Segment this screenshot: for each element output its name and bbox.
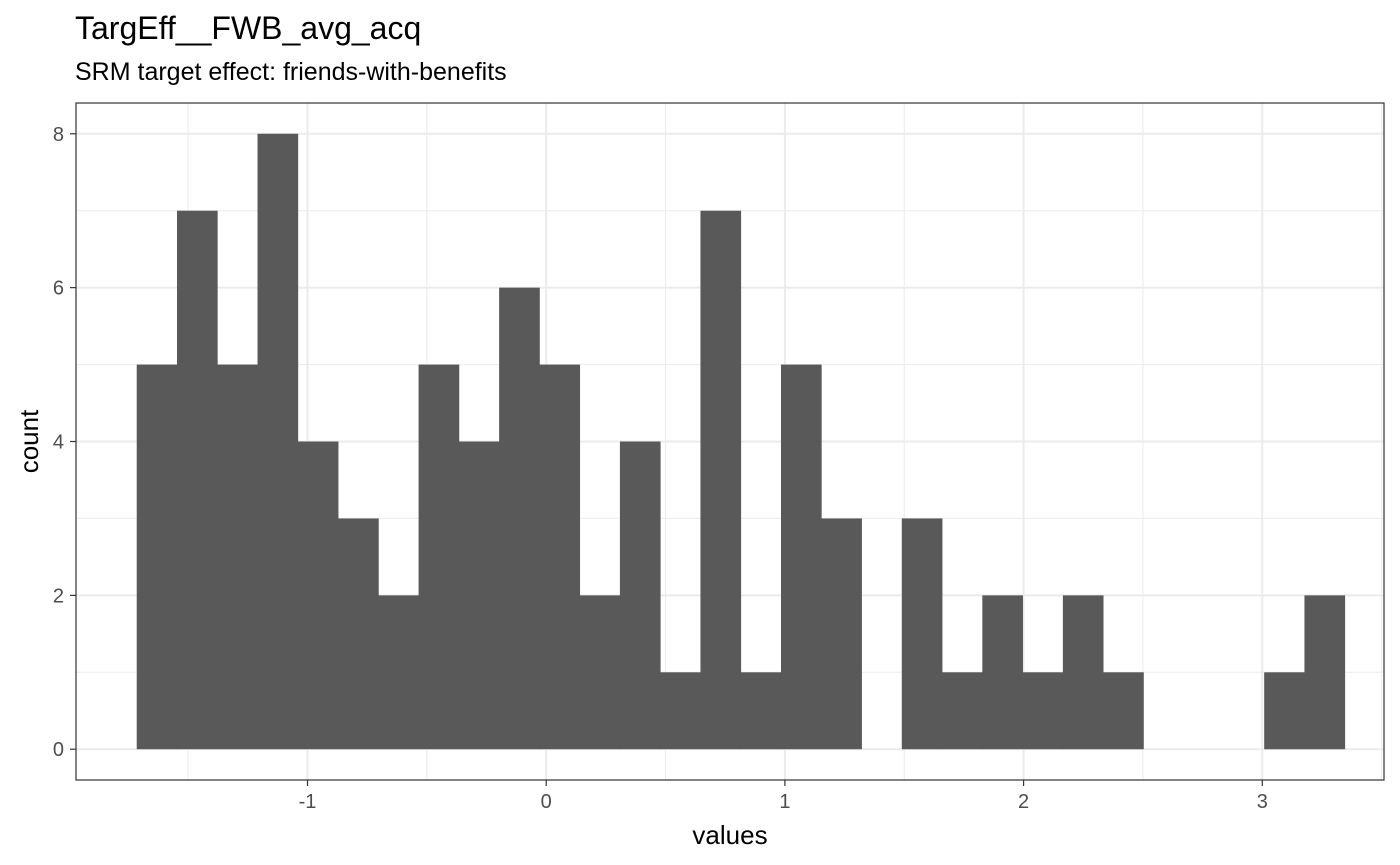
histogram-bar bbox=[539, 364, 581, 750]
x-axis-title: values bbox=[692, 820, 767, 850]
histogram-bar bbox=[217, 364, 258, 750]
x-tick-label: 2 bbox=[1018, 791, 1029, 813]
histogram-bars bbox=[136, 133, 1346, 750]
histogram-bar bbox=[1264, 672, 1305, 750]
histogram-bar bbox=[901, 518, 943, 750]
histogram-bar bbox=[257, 133, 299, 750]
y-tick-label: 0 bbox=[53, 739, 64, 761]
x-tick-label: 0 bbox=[541, 791, 552, 813]
histogram-bar bbox=[982, 595, 1023, 750]
chart-subtitle: SRM target effect: friends-with-benefits bbox=[75, 58, 507, 86]
axis-ticks: -1 0 1 2 3 0 2 4 6 8 bbox=[53, 124, 1268, 813]
histogram-bar bbox=[1022, 672, 1064, 750]
histogram-bar bbox=[338, 518, 379, 750]
histogram-bar bbox=[1304, 595, 1346, 750]
histogram-bar bbox=[740, 672, 782, 750]
histogram-bar bbox=[136, 364, 178, 750]
histogram-bar bbox=[297, 441, 339, 750]
x-tick-label: 1 bbox=[779, 791, 790, 813]
histogram-bar bbox=[619, 441, 661, 750]
histogram-bar bbox=[418, 364, 460, 750]
y-axis-title: count bbox=[14, 409, 44, 473]
histogram-bar bbox=[780, 364, 822, 750]
histogram-bar bbox=[579, 595, 621, 750]
histogram-bar bbox=[499, 287, 540, 750]
histogram-bar bbox=[1103, 672, 1144, 750]
x-tick-label: 3 bbox=[1257, 791, 1268, 813]
histogram-bar bbox=[821, 518, 862, 750]
y-tick-label: 2 bbox=[53, 585, 64, 607]
y-tick-label: 6 bbox=[53, 278, 64, 300]
histogram-bar bbox=[1062, 595, 1104, 750]
y-tick-label: 4 bbox=[53, 432, 64, 454]
histogram-bar bbox=[700, 210, 742, 750]
chart-title: TargEff__FWB_avg_acq bbox=[75, 10, 422, 46]
histogram-bar bbox=[458, 441, 500, 750]
histogram-bar bbox=[660, 672, 701, 750]
histogram-bar bbox=[942, 672, 983, 750]
histogram-bar bbox=[378, 595, 419, 750]
x-tick-label: -1 bbox=[299, 791, 317, 813]
histogram-bar bbox=[176, 210, 218, 750]
y-tick-label: 8 bbox=[53, 124, 64, 146]
